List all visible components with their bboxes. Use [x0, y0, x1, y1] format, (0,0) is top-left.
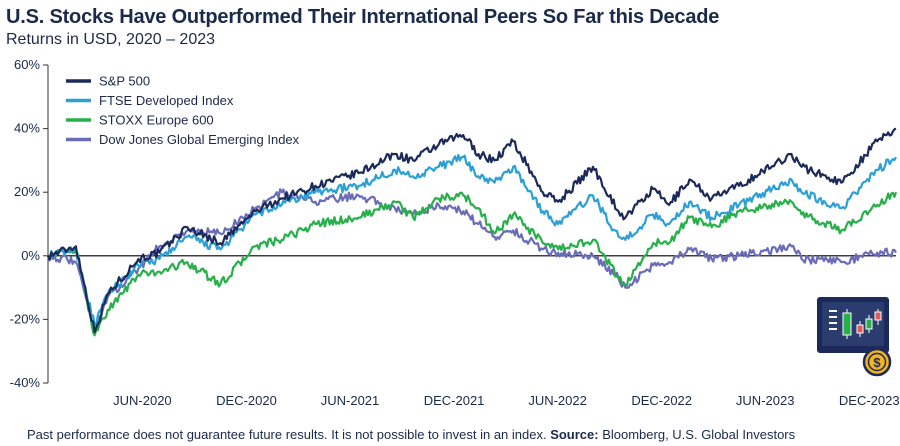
x-tick-label: DEC-2020 — [216, 393, 277, 408]
x-tick-label: JUN-2020 — [113, 393, 172, 408]
y-axis-ticks: -40% -20% 0% 20% 40% 60% — [10, 57, 48, 390]
legend-label: S&P 500 — [99, 74, 150, 89]
trading-chart-coin-icon: $ — [817, 297, 892, 377]
chart-title: U.S. Stocks Have Outperformed Their Inte… — [6, 6, 720, 28]
x-axis-ticks: JUN-2020 DEC-2020 JUN-2021 DEC-2021 JUN-2022… — [113, 393, 899, 408]
legend-label: STOXX Europe 600 — [99, 113, 214, 128]
chart-subtitle: Returns in USD, 2020 – 2023 — [6, 31, 216, 48]
returns-line-chart: -40%-20%0%20%40%60% JUN-2020 DEC-2020 JUN-… — [10, 57, 900, 408]
source-value: Bloomberg, U.S. Global Investors — [598, 427, 796, 442]
chart-legend: S&P 500 FTSE Developed Index STOXX Europe … — [66, 74, 300, 147]
x-tick-label: JUN-2022 — [528, 393, 587, 408]
legend-label: FTSE Developed Index — [99, 93, 234, 108]
legend-label: Dow Jones Global Emerging Index — [99, 132, 300, 147]
y-tick-label: -20% — [10, 311, 41, 326]
y-tick-label: -40% — [10, 375, 41, 390]
y-tick-label: 40% — [14, 121, 40, 136]
series-line — [46, 188, 897, 330]
footer-note: Past performance does not guarantee futu… — [27, 427, 795, 442]
series-lines — [46, 127, 898, 337]
x-tick-label: DEC-2023 — [839, 393, 900, 408]
series-line — [46, 191, 898, 337]
series-line — [46, 127, 897, 334]
y-tick-label: 20% — [14, 184, 40, 199]
svg-text:$: $ — [873, 355, 881, 370]
y-tick-label: 0% — [21, 248, 40, 263]
x-tick-label: JUN-2023 — [736, 393, 795, 408]
disclaimer-text: Past performance does not guarantee futu… — [27, 427, 551, 442]
source-label: Source: — [550, 427, 599, 442]
y-tick-label: 60% — [14, 57, 40, 72]
x-tick-label: DEC-2022 — [631, 393, 692, 408]
series-line — [46, 154, 897, 327]
x-tick-label: DEC-2021 — [424, 393, 485, 408]
x-tick-label: JUN-2021 — [321, 393, 380, 408]
